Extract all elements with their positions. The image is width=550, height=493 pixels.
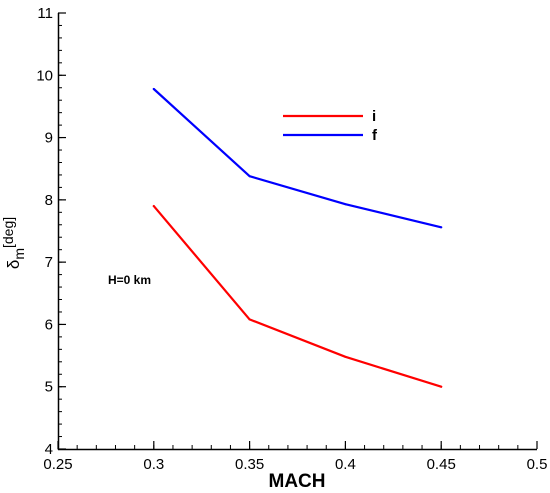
data-point-f	[248, 175, 251, 178]
x-tick-label: 0.25	[43, 456, 72, 473]
y-ticks: 4 5 6 7 8 9 10 11	[36, 5, 66, 458]
y-axis-title-superscript: [deg]	[0, 217, 16, 248]
x-tick-label: 0.3	[143, 456, 164, 473]
data-point-f	[344, 203, 347, 206]
y-tick-label: 9	[45, 130, 53, 147]
data-point-i	[248, 318, 251, 321]
data-point-i	[152, 205, 155, 208]
x-axis-title: MACH	[269, 471, 326, 492]
annotation-altitude: H=0 km	[108, 273, 151, 287]
legend-label-i: i	[372, 108, 376, 125]
series-layer	[152, 87, 443, 388]
y-axis-title-symbol: δ	[4, 260, 23, 269]
y-tick-label: 8	[45, 192, 53, 209]
data-point-f	[152, 87, 155, 90]
data-point-f	[440, 226, 443, 229]
y-axis-title: δm[deg]	[0, 217, 27, 269]
y-tick-label: 5	[45, 379, 53, 396]
y-tick-label: 6	[45, 316, 53, 333]
data-point-i	[344, 355, 347, 358]
y-tick-label: 7	[45, 254, 53, 271]
x-ticks: 0.25 0.3 0.35 0.4 0.45 0.5	[43, 441, 547, 473]
y-tick-label: 11	[37, 5, 53, 22]
data-point-i	[440, 385, 443, 388]
y-tick-label: 4	[45, 441, 53, 458]
x-tick-label: 0.45	[427, 456, 456, 473]
legend: i f	[283, 108, 378, 144]
series-line-f	[152, 87, 443, 229]
x-tick-label: 0.35	[235, 456, 264, 473]
plot-frame	[57, 13, 537, 451]
y-tick-label: 10	[36, 67, 53, 84]
legend-label-f: f	[372, 127, 378, 144]
x-tick-label: 0.5	[527, 456, 548, 473]
series-line-i	[152, 205, 443, 388]
y-axis-title-subscript: m	[11, 248, 27, 260]
x-tick-label: 0.4	[335, 456, 356, 473]
